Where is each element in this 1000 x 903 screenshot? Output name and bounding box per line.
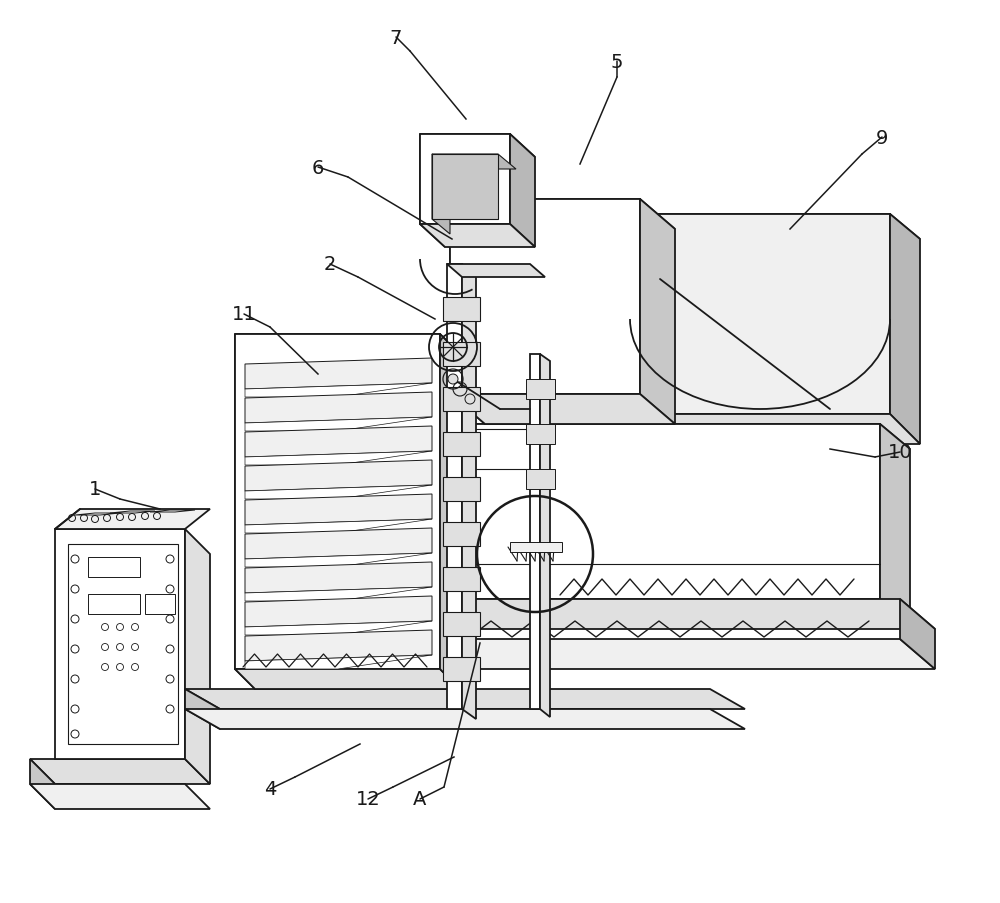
Polygon shape [443, 342, 480, 367]
Polygon shape [245, 621, 432, 636]
Polygon shape [443, 433, 480, 457]
Polygon shape [55, 509, 210, 529]
Polygon shape [443, 298, 480, 321]
Polygon shape [245, 486, 432, 499]
Polygon shape [88, 557, 140, 577]
Polygon shape [450, 395, 675, 424]
Polygon shape [630, 215, 660, 444]
Polygon shape [150, 510, 195, 512]
Polygon shape [890, 215, 920, 444]
Text: 12: 12 [356, 789, 380, 808]
Polygon shape [540, 355, 550, 717]
Polygon shape [420, 135, 510, 225]
Polygon shape [245, 358, 432, 389]
Polygon shape [447, 265, 462, 709]
Polygon shape [245, 461, 432, 491]
Polygon shape [30, 784, 210, 809]
Polygon shape [510, 543, 562, 553]
Polygon shape [245, 563, 432, 593]
Polygon shape [460, 430, 530, 470]
Polygon shape [420, 225, 535, 247]
Polygon shape [450, 424, 910, 450]
Text: 5: 5 [611, 52, 623, 71]
Circle shape [448, 375, 458, 385]
Text: 6: 6 [312, 158, 324, 177]
Polygon shape [630, 215, 890, 414]
Text: 9: 9 [876, 128, 888, 147]
Polygon shape [245, 426, 432, 458]
Polygon shape [75, 514, 120, 516]
Polygon shape [245, 452, 432, 465]
Polygon shape [30, 759, 55, 809]
Polygon shape [420, 135, 535, 158]
Polygon shape [432, 154, 498, 219]
Polygon shape [430, 600, 935, 629]
Polygon shape [630, 414, 920, 444]
Polygon shape [245, 495, 432, 526]
Polygon shape [880, 424, 910, 624]
Polygon shape [245, 656, 432, 669]
Polygon shape [235, 335, 440, 669]
Text: 4: 4 [264, 779, 276, 798]
Polygon shape [430, 639, 935, 669]
Text: 7: 7 [390, 29, 402, 48]
Text: 10: 10 [888, 443, 912, 462]
Polygon shape [245, 596, 432, 628]
Polygon shape [443, 657, 480, 681]
Polygon shape [68, 545, 178, 744]
Polygon shape [443, 612, 480, 637]
Polygon shape [900, 600, 935, 669]
Polygon shape [235, 669, 460, 689]
Polygon shape [235, 335, 255, 689]
Polygon shape [443, 387, 480, 412]
Polygon shape [526, 470, 555, 489]
Polygon shape [145, 594, 175, 614]
Polygon shape [462, 265, 476, 719]
Polygon shape [640, 200, 675, 424]
Polygon shape [440, 335, 460, 689]
Polygon shape [432, 154, 450, 235]
Polygon shape [245, 384, 432, 397]
Polygon shape [245, 528, 432, 559]
Polygon shape [510, 135, 535, 247]
Polygon shape [432, 154, 516, 170]
Polygon shape [185, 709, 745, 730]
Polygon shape [450, 200, 640, 395]
Polygon shape [245, 630, 432, 661]
Polygon shape [110, 511, 155, 514]
Polygon shape [245, 587, 432, 601]
Polygon shape [450, 200, 675, 229]
Polygon shape [185, 689, 745, 709]
Polygon shape [245, 417, 432, 432]
Polygon shape [245, 393, 432, 424]
Polygon shape [450, 200, 485, 424]
Polygon shape [443, 523, 480, 546]
Polygon shape [443, 478, 480, 501]
Polygon shape [447, 265, 545, 278]
Text: 1: 1 [89, 480, 101, 499]
Polygon shape [245, 554, 432, 567]
Polygon shape [450, 424, 880, 600]
Polygon shape [443, 567, 480, 591]
Polygon shape [185, 689, 220, 730]
Polygon shape [530, 355, 540, 709]
Text: A: A [413, 789, 427, 808]
Polygon shape [235, 335, 460, 355]
Polygon shape [526, 379, 555, 399]
Polygon shape [630, 215, 920, 239]
Text: 2: 2 [324, 256, 336, 275]
Polygon shape [55, 529, 185, 759]
Polygon shape [30, 759, 210, 784]
Polygon shape [420, 135, 445, 247]
Polygon shape [430, 600, 465, 669]
Polygon shape [88, 594, 140, 614]
Polygon shape [245, 519, 432, 534]
Text: 11: 11 [232, 305, 256, 324]
Polygon shape [185, 529, 210, 784]
Polygon shape [526, 424, 555, 444]
